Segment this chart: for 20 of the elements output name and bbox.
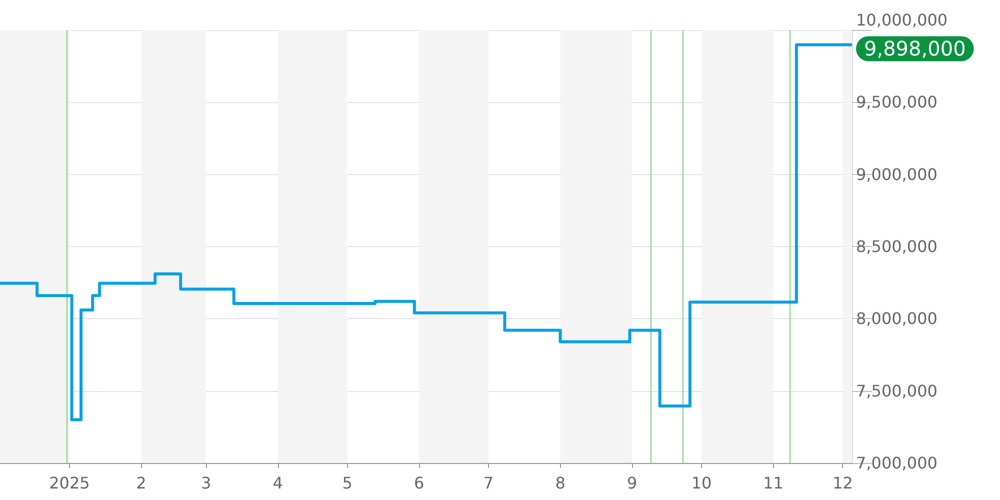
x-tick-label: 10 (691, 474, 712, 492)
y-tick-label: 7,000,000 (856, 454, 938, 472)
y-tick-label: 8,500,000 (856, 237, 938, 256)
x-tick-label: 3 (200, 474, 212, 492)
x-tick-label: 6 (414, 474, 424, 492)
x-tick-label: 9 (626, 474, 638, 492)
y-tick-label: 7,500,000 (856, 381, 938, 400)
annotation: 9,898,000 (864, 36, 966, 61)
x-tick-label: 2025 (49, 474, 90, 492)
y-tick-label: 9,500,000 (856, 92, 938, 112)
y-tick-label: 8,000,000 (856, 309, 938, 328)
x-tick-label: 8 (555, 474, 566, 492)
x-tick-label: 7 (483, 474, 494, 492)
x-tick-label: 5 (342, 474, 352, 492)
x-tick-label: 2 (136, 474, 146, 492)
x-tick-label: 4 (272, 474, 283, 492)
y-tick-label: 9,000,000 (856, 164, 938, 184)
x-tick-label: 11 (763, 474, 784, 492)
x-tick-label: 12 (832, 474, 853, 492)
y-tick-label: 10,000,000 (856, 10, 948, 30)
